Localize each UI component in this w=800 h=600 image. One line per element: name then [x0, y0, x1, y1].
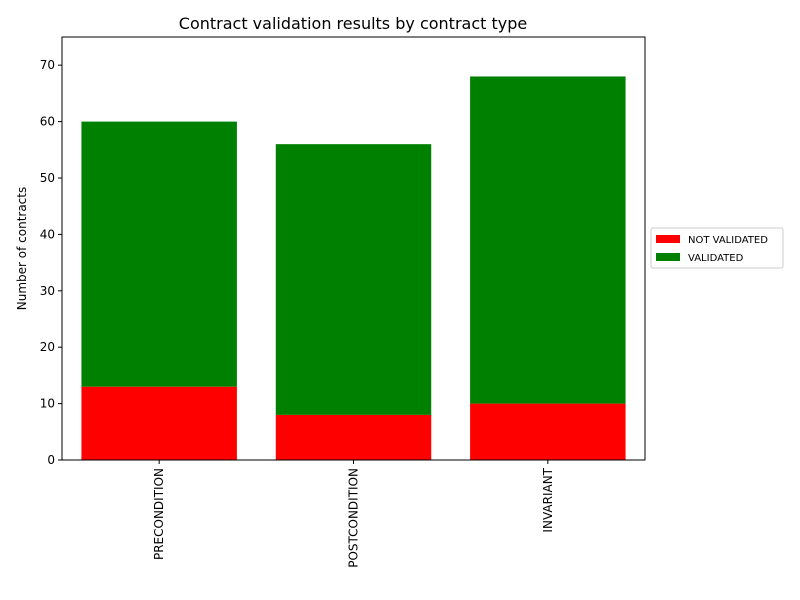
x-tick-label: PRECONDITION [152, 468, 166, 560]
bar-not-validated-invariant [470, 403, 626, 460]
y-tick-label: 30 [40, 284, 55, 298]
legend-label: VALIDATED [688, 253, 744, 264]
y-tick-label: 20 [40, 340, 55, 354]
legend: NOT VALIDATED VALIDATED [650, 227, 784, 269]
bar-not-validated-postcondition [275, 414, 432, 460]
bar-not-validated-precondition [81, 386, 237, 460]
y-axis-label: Number of contracts [15, 187, 29, 311]
legend-swatch [656, 253, 680, 261]
bar-validated-precondition [81, 121, 237, 387]
bars-group [81, 76, 626, 460]
chart-title: Contract validation results by contract … [179, 14, 527, 33]
y-tick-label: 60 [40, 115, 55, 129]
legend-label: NOT VALIDATED [688, 235, 768, 246]
y-tick-label: 70 [40, 58, 55, 72]
bar-validated-postcondition [275, 144, 432, 415]
legend-swatch [656, 235, 680, 243]
x-tick-label: INVARIANT [541, 467, 555, 532]
y-axis: 0 10 20 30 40 50 60 70 [40, 58, 62, 467]
y-tick-label: 10 [40, 397, 55, 411]
legend-box [650, 227, 784, 269]
y-tick-label: 50 [40, 171, 55, 185]
bar-validated-invariant [470, 76, 626, 404]
y-tick-label: 40 [40, 227, 55, 241]
y-tick-label: 0 [47, 453, 55, 467]
plot-frame [61, 36, 646, 461]
x-axis: PRECONDITION POSTCONDITION INVARIANT [152, 460, 555, 568]
x-tick-label: POSTCONDITION [347, 468, 361, 568]
